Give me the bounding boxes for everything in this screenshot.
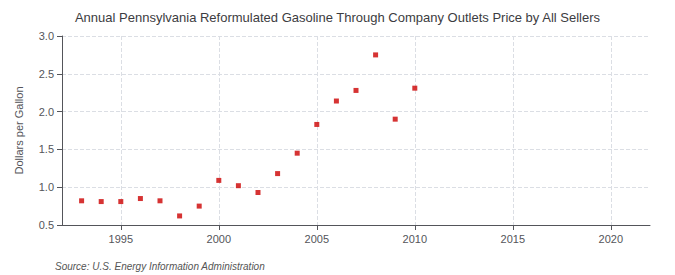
svg-text:3.0: 3.0: [39, 30, 54, 42]
svg-text:Source: U.S. Energy Informatio: Source: U.S. Energy Information Administ…: [55, 261, 265, 272]
svg-text:2015: 2015: [501, 233, 525, 245]
svg-text:1995: 1995: [109, 233, 133, 245]
svg-text:2000: 2000: [207, 233, 231, 245]
svg-text:0.5: 0.5: [39, 219, 54, 231]
svg-text:2005: 2005: [305, 233, 329, 245]
svg-text:Dollars per Gallon: Dollars per Gallon: [13, 86, 25, 174]
svg-text:2.5: 2.5: [39, 68, 54, 80]
svg-text:2.0: 2.0: [39, 106, 54, 118]
svg-text:Annual Pennsylvania Reformulat: Annual Pennsylvania Reformulated Gasolin…: [75, 10, 601, 25]
svg-text:2010: 2010: [403, 233, 427, 245]
svg-text:1.0: 1.0: [39, 181, 54, 193]
svg-text:1.5: 1.5: [39, 143, 54, 155]
svg-text:2020: 2020: [599, 233, 623, 245]
